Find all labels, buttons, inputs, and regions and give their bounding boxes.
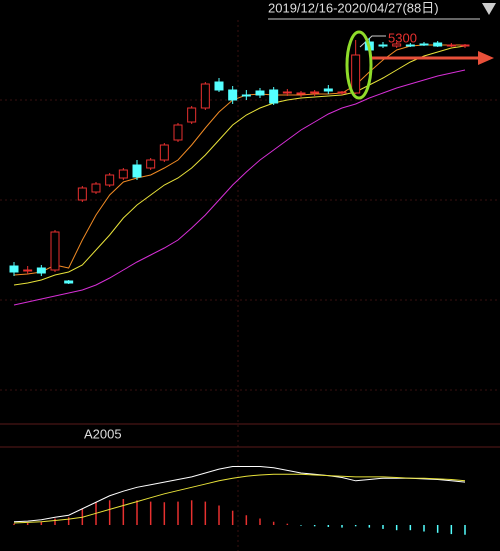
candle-body	[200, 83, 210, 109]
annotation-leader	[359, 35, 386, 48]
candle-body	[64, 280, 74, 284]
candle-body	[310, 91, 320, 94]
candle-body	[50, 231, 60, 271]
candle-body	[296, 92, 306, 95]
candle-body	[282, 91, 292, 94]
macd-line	[13, 473, 466, 524]
candle-body	[91, 183, 101, 193]
candle-body	[323, 88, 333, 92]
candle-body	[351, 54, 361, 94]
candle-body	[23, 269, 33, 272]
candle-body	[241, 94, 251, 97]
candle-body	[118, 169, 128, 179]
candle-body	[146, 159, 156, 169]
ma-line	[13, 45, 466, 286]
candle-body	[36, 267, 46, 274]
high-annotation: 5300	[388, 30, 417, 45]
candle-body	[419, 43, 429, 46]
candle-body	[405, 44, 415, 47]
ma-line	[13, 69, 466, 306]
candle-body	[255, 90, 265, 96]
candle-body	[132, 164, 142, 178]
macd-line	[13, 466, 466, 523]
highlight-ellipse	[345, 30, 373, 100]
candle-body	[173, 124, 183, 141]
candle-body	[433, 42, 443, 47]
candle-body	[105, 174, 115, 186]
candle-body	[392, 43, 402, 47]
candle-body	[378, 44, 388, 47]
candle-body	[228, 89, 238, 101]
dropdown-icon[interactable]	[482, 3, 496, 15]
candle-body	[460, 44, 470, 47]
candle-body	[9, 265, 19, 273]
candle-body	[77, 187, 87, 201]
candle-body	[337, 91, 347, 94]
date-range[interactable]: 2019/12/16-2020/04/27(88日)	[268, 0, 439, 15]
candle-body	[269, 89, 279, 104]
trend-arrowhead	[478, 51, 494, 65]
candle-body	[187, 107, 197, 123]
candle-body	[214, 81, 224, 91]
candle-body	[446, 44, 456, 47]
indicator-name: A2005	[84, 426, 122, 441]
candle-body	[159, 144, 169, 161]
ma-line	[13, 44, 465, 276]
plot-area	[9, 38, 470, 535]
